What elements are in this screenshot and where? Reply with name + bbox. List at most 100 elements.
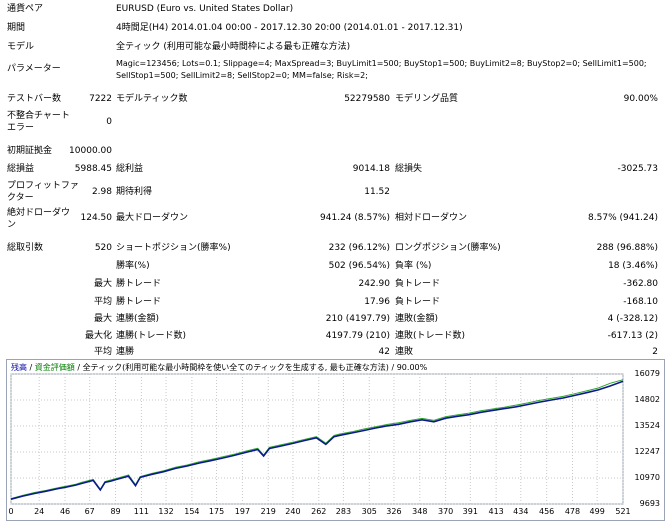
legend-model: 全ティック(利用可能な最小時間枠を使い全てのティックを生成する, 最も正確な方法… [82, 363, 389, 372]
x-tick-label: 0 [8, 507, 14, 516]
y-tick-label: 13524 [634, 421, 660, 430]
stat-row-4-label2: 連敗(金額) [395, 314, 439, 324]
stat-row-6-label1: 連勝 [116, 347, 135, 357]
stat-row-3-label1: 勝トレード [116, 297, 162, 307]
abs-drawdown-value: 124.50 [80, 213, 113, 223]
stat-row-3-value1: 17.96 [364, 297, 390, 307]
x-tick-label: 499 [589, 507, 605, 516]
balance-line [10, 380, 624, 500]
stat-row-4-value2: 4 (-328.12) [607, 314, 658, 324]
stat-row-3-head: 平均 [93, 297, 112, 307]
stat-row-2-value1: 242.90 [358, 279, 391, 289]
profit-factor-value: 2.98 [91, 187, 112, 197]
x-tick-label: 111 [133, 507, 150, 516]
params-line2: SellStop1=500; SellLimit2=8; SellStop2=0… [116, 71, 368, 80]
period-value: 4時間足(H4) 2014.01.04 00:00 - 2017.12.30 2… [116, 23, 463, 33]
x-tick-label: 89 [110, 507, 121, 516]
long-positions-value: 288 (96.88%) [596, 243, 658, 253]
stat-row-3-label2: 負トレード [395, 297, 441, 307]
x-tick-label: 46 [59, 507, 71, 516]
x-tick-label: 154 [184, 507, 200, 516]
y-tick-label: 12247 [634, 447, 660, 456]
stat-row-4-label1: 連勝(金額) [116, 314, 160, 324]
chart-legend: 残高 / 資金評価額 / 全ティック(利用可能な最小時間枠を使い全てのティックを… [11, 363, 427, 373]
stat-row-2-value2: -362.80 [623, 279, 658, 289]
stat-row-6-label2: 連敗 [395, 347, 414, 357]
stat-row-4-head: 最大 [93, 314, 112, 324]
total-net-profit-label: 総損益 [7, 164, 35, 174]
x-tick-label: 456 [539, 507, 555, 516]
abs-drawdown-label-1: 絶対ドローダウ [7, 208, 71, 218]
profit-factor-label-1: プロフィットファ [7, 181, 79, 191]
total-trades-label: 総取引数 [7, 243, 44, 253]
short-positions-label: ショートポジション(勝率%) [116, 243, 231, 253]
model-value: 全ティック (利用可能な最小時間枠による最も正確な方法) [116, 42, 351, 52]
expected-payoff-label: 期待利得 [116, 187, 153, 197]
gross-profit-label: 総利益 [116, 164, 144, 174]
legend-separator: / [27, 363, 35, 372]
x-tick-label: 434 [513, 507, 529, 516]
initial-deposit-label: 初期証拠金 [7, 146, 53, 156]
balance-chart-svg [10, 373, 624, 505]
max-drawdown-label: 最大ドローダウン [116, 213, 189, 223]
x-tick-label: 219 [260, 507, 276, 516]
long-positions-label: ロングポジション(勝率%) [395, 243, 501, 253]
symbol-value: EURUSD (Euro vs. United States Dollar) [116, 4, 294, 14]
legend-separator: / [388, 363, 397, 372]
mismatch-label-2: エラー [7, 123, 35, 133]
mismatch-value: 0 [106, 117, 112, 127]
mismatch-label-1: 不整合チャート [7, 111, 70, 121]
x-tick-label: 370 [437, 507, 454, 516]
total-net-profit-value: 5988.45 [74, 164, 112, 174]
stat-row-2-label1: 勝トレード [116, 279, 162, 289]
stat-row-1-label1: 勝率(%) [116, 261, 150, 271]
stat-row-1-value2: 18 (3.46%) [608, 261, 658, 271]
stat-row-6-head: 平均 [93, 347, 112, 357]
ticks-modelled-label: モデルティック数 [116, 94, 188, 104]
bars-tested-label: テストバー数 [7, 94, 62, 104]
x-tick-label: 478 [564, 507, 581, 516]
y-tick-label: 10970 [634, 473, 660, 482]
symbol-label: 通貨ペア [7, 4, 44, 14]
short-positions-value: 232 (96.12%) [328, 243, 390, 253]
stat-row-2-label2: 負トレード [395, 279, 441, 289]
gross-loss-label: 総損失 [395, 164, 423, 174]
period-label: 期間 [7, 23, 26, 33]
bars-tested-value: 7222 [89, 94, 112, 104]
y-tick-label: 14802 [634, 394, 660, 404]
params-line1: Magic=123456; Lots=0.1; Slippage=4; MaxS… [116, 59, 647, 68]
rel-drawdown-label: 相対ドローダウン [395, 213, 468, 223]
modelling-quality-value: 90.00% [623, 94, 658, 104]
y-tick-label: 16079 [634, 369, 660, 378]
stat-row-5-label2: 連敗(トレード数) [395, 331, 466, 341]
params-label: パラメーター [7, 64, 61, 74]
abs-drawdown-label-2: ン [7, 220, 17, 230]
y-tick-label: 9693 [639, 499, 660, 508]
legend-separator: / [74, 363, 83, 372]
x-tick-label: 391 [462, 507, 478, 516]
x-tick-label: 521 [615, 507, 631, 516]
x-tick-label: 240 [285, 507, 301, 516]
ticks-modelled-value: 52279580 [344, 94, 390, 104]
max-drawdown-value: 941.24 (8.57%) [320, 213, 390, 223]
stat-row-6-value1: 42 [378, 347, 390, 357]
stat-row-5-value2: -617.13 (2) [607, 331, 658, 341]
x-tick-label: 413 [488, 507, 504, 516]
x-tick-label: 283 [335, 507, 352, 516]
model-label: モデル [7, 42, 35, 52]
stat-row-2-head: 最大 [93, 279, 112, 289]
expected-payoff-value: 11.52 [364, 187, 390, 197]
x-tick-label: 305 [361, 507, 377, 516]
rel-drawdown-value: 8.57% (941.24) [588, 213, 658, 223]
x-tick-label: 132 [158, 507, 174, 516]
stat-row-1-value1: 502 (96.54%) [328, 261, 390, 271]
legend-quality: 90.00% [396, 363, 428, 372]
balance-chart: 残高 / 資金評価額 / 全ティック(利用可能な最小時間枠を使い全てのティックを… [6, 359, 665, 521]
initial-deposit-value: 10000.00 [69, 146, 112, 156]
x-tick-label: 175 [208, 507, 225, 516]
modelling-quality-label: モデリング品質 [395, 94, 459, 104]
stat-row-5-label1: 連勝(トレード数) [116, 331, 187, 341]
gross-profit-value: 9014.18 [352, 164, 390, 174]
stat-row-3-value2: -168.10 [623, 297, 658, 307]
x-tick-label: 197 [234, 507, 251, 516]
